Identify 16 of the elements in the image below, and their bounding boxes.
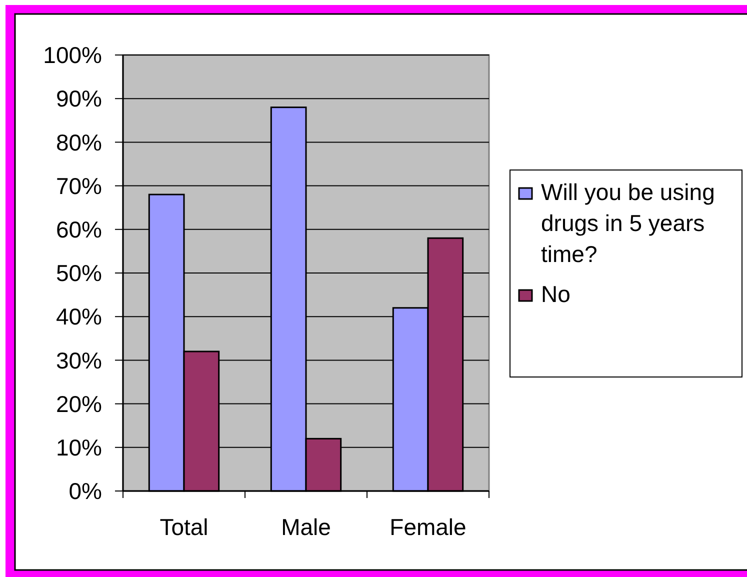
y-tick-label: 40% <box>56 304 102 330</box>
x-tick-label: Male <box>281 514 331 540</box>
y-tick-label: 10% <box>56 434 102 460</box>
y-tick-label: 60% <box>56 216 102 242</box>
y-tick-label: 80% <box>56 129 102 156</box>
x-tick-label: Female <box>390 514 466 540</box>
y-tick-label: 0% <box>68 478 102 504</box>
y-tick-label: 90% <box>56 86 102 112</box>
x-tick-label: Total <box>160 514 208 540</box>
y-tick-label: 20% <box>56 390 102 417</box>
legend-label: No <box>541 281 570 307</box>
y-tick-label: 70% <box>56 172 102 199</box>
y-tick-label: 50% <box>56 260 102 286</box>
y-tick-label: 100% <box>43 42 102 68</box>
y-tick-label: 30% <box>56 347 102 374</box>
legend-label: Will you be using drugs in 5 years time? <box>541 179 715 267</box>
